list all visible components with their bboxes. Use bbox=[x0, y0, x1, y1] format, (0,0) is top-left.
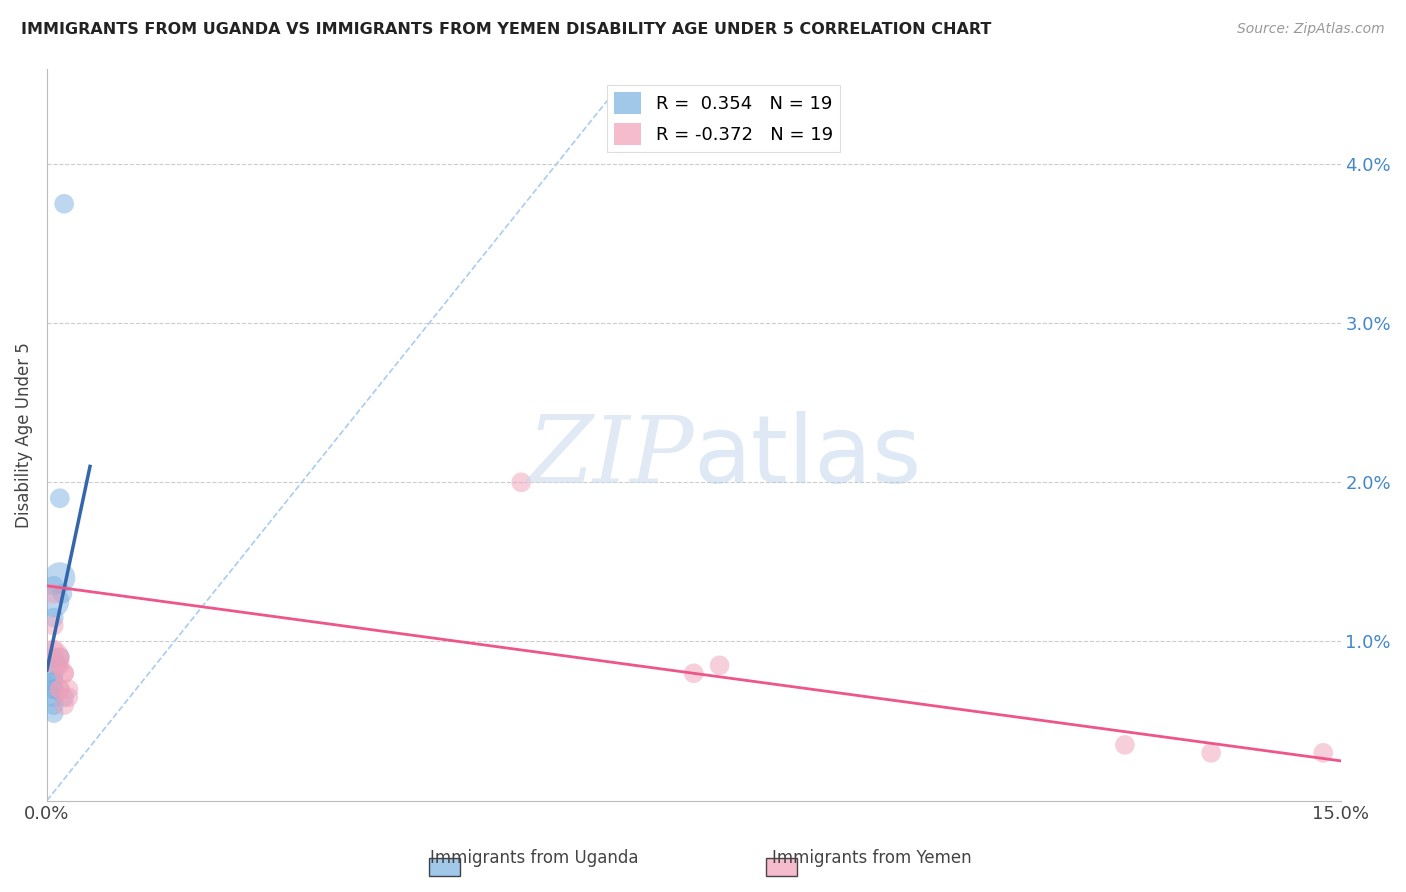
Point bbox=[42, 650, 65, 665]
Point bbox=[42, 698, 65, 713]
Y-axis label: Disability Age Under 5: Disability Age Under 5 bbox=[15, 342, 32, 527]
Point bbox=[51, 587, 73, 601]
Text: Immigrants from Yemen: Immigrants from Yemen bbox=[772, 849, 972, 867]
Point bbox=[53, 698, 76, 713]
Point bbox=[53, 690, 76, 705]
Legend: R =  0.354   N = 19, R = -0.372   N = 19: R = 0.354 N = 19, R = -0.372 N = 19 bbox=[607, 85, 839, 153]
Text: Immigrants from Uganda: Immigrants from Uganda bbox=[430, 849, 638, 867]
Point bbox=[53, 666, 76, 681]
Point bbox=[42, 595, 65, 609]
Point bbox=[49, 682, 72, 697]
Point bbox=[42, 706, 65, 720]
Point bbox=[42, 610, 65, 624]
Point bbox=[49, 571, 72, 585]
Text: atlas: atlas bbox=[693, 410, 922, 502]
Point bbox=[42, 674, 65, 689]
Point bbox=[42, 682, 65, 697]
Point bbox=[42, 642, 65, 657]
Point bbox=[42, 650, 65, 665]
Point bbox=[42, 674, 65, 689]
Point bbox=[1114, 738, 1136, 752]
Point bbox=[1312, 746, 1334, 760]
Point bbox=[42, 690, 65, 705]
Text: IMMIGRANTS FROM UGANDA VS IMMIGRANTS FROM YEMEN DISABILITY AGE UNDER 5 CORRELATI: IMMIGRANTS FROM UGANDA VS IMMIGRANTS FRO… bbox=[21, 22, 991, 37]
Point bbox=[46, 658, 69, 673]
Point bbox=[49, 658, 72, 673]
Point bbox=[709, 658, 731, 673]
Point bbox=[42, 587, 65, 601]
Point bbox=[42, 579, 65, 593]
Point bbox=[49, 491, 72, 506]
Point bbox=[49, 650, 72, 665]
Point bbox=[1199, 746, 1222, 760]
Point bbox=[53, 666, 76, 681]
Point bbox=[42, 618, 65, 632]
Point bbox=[42, 682, 65, 697]
Point bbox=[42, 666, 65, 681]
Point bbox=[510, 475, 533, 490]
Point bbox=[58, 690, 80, 705]
Text: Source: ZipAtlas.com: Source: ZipAtlas.com bbox=[1237, 22, 1385, 37]
Point bbox=[53, 196, 76, 211]
Point bbox=[58, 682, 80, 697]
Point bbox=[682, 666, 704, 681]
Point bbox=[49, 682, 72, 697]
Text: ZIP: ZIP bbox=[527, 411, 693, 501]
Point bbox=[49, 650, 72, 665]
